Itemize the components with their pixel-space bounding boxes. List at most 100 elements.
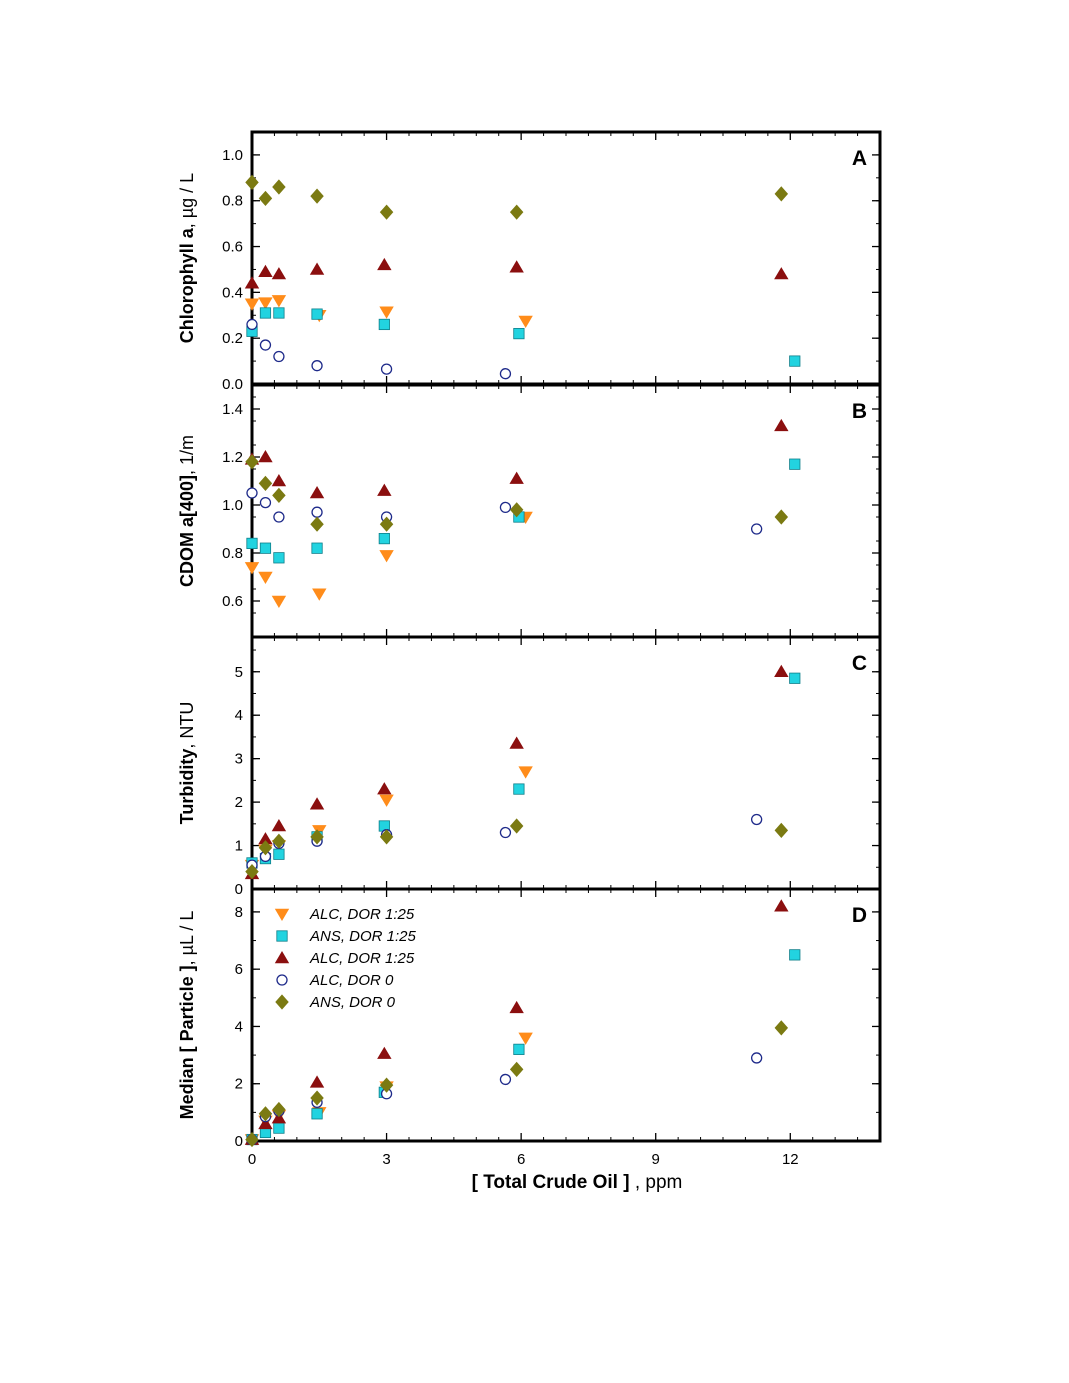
data-point: [258, 475, 273, 492]
data-point: [245, 864, 259, 880]
data-point: [309, 1075, 325, 1088]
y-tick-label: 6: [235, 961, 243, 978]
data-point: [509, 1061, 524, 1078]
series-1: [244, 766, 533, 873]
data-point: [244, 562, 260, 575]
series-3: [244, 418, 789, 499]
data-point: [509, 502, 524, 518]
series-2: [246, 458, 801, 564]
y-tick-label: 1: [235, 838, 243, 855]
y-tick-label: 0.6: [222, 239, 243, 256]
data-point: [245, 454, 259, 470]
data-point: [774, 664, 789, 678]
legend-marker: [274, 951, 290, 964]
data-point: [273, 848, 285, 860]
x-axis-label-main: [ Total Crude Oil ]: [472, 1172, 630, 1193]
legend-label: ALC, DOR 0: [309, 972, 394, 989]
y-axis-label-unit: , NTU: [177, 702, 197, 749]
panel-b: 0.6 0.8 1.0 1.2 1.4 B CDOM a[400], 1/m: [177, 383, 882, 639]
data-point: [273, 350, 285, 363]
y-tick-label: 0.4: [222, 284, 243, 301]
y-axis-label-main: Chlorophyll a: [177, 227, 197, 343]
data-point: [509, 736, 524, 749]
x-tick-label: 9: [652, 1151, 660, 1168]
data-point: [499, 1073, 512, 1086]
data-point: [258, 1116, 273, 1130]
data-point: [774, 186, 789, 202]
data-point: [509, 818, 524, 834]
y-tick-label: 0.8: [222, 545, 243, 562]
y-tick-label: 1.2: [222, 449, 243, 466]
y-tick-label: 8: [235, 904, 243, 921]
y-tick-label: 2: [235, 1076, 243, 1093]
series-3: [244, 899, 789, 1145]
data-point: [774, 1020, 789, 1036]
data-point: [379, 516, 394, 532]
panel-letter: A: [852, 147, 867, 170]
data-point: [258, 264, 273, 278]
data-point: [311, 542, 323, 554]
data-point: [310, 829, 324, 845]
data-point: [271, 267, 287, 280]
data-point: [509, 1000, 524, 1014]
data-point: [259, 339, 272, 351]
data-point: [499, 501, 512, 514]
data-point: [789, 949, 801, 961]
data-point: [271, 295, 287, 308]
y-tick-label: 1.0: [222, 147, 243, 164]
series-5: [245, 1020, 789, 1148]
data-point: [272, 179, 286, 195]
data-point: [271, 1111, 287, 1124]
data-point: [518, 766, 533, 779]
legend-marker: [276, 974, 288, 986]
data-point: [258, 297, 273, 310]
legend-marker: [274, 908, 290, 921]
data-point: [513, 1043, 525, 1055]
data-point: [499, 826, 512, 839]
data-point: [774, 509, 789, 525]
data-point: [271, 819, 287, 832]
x-axis-label-unit: , ppm: [630, 1172, 683, 1193]
data-point: [377, 257, 392, 271]
data-point: [309, 262, 325, 275]
data-point: [309, 797, 325, 810]
panel-frame: [250, 383, 882, 639]
data-point: [271, 474, 287, 487]
data-point: [518, 1032, 533, 1045]
series-5: [245, 174, 789, 220]
y-tick-label: 2: [235, 794, 243, 811]
data-point: [244, 276, 260, 289]
data-point: [379, 550, 394, 563]
legend-label: ANS, DOR 0: [309, 994, 396, 1011]
y-axis-label: Chlorophyll a, µg / L: [177, 173, 197, 343]
y-axis-label-unit: , µg / L: [177, 173, 197, 228]
data-point: [244, 298, 260, 311]
data-point: [774, 822, 789, 838]
data-point: [310, 188, 324, 204]
data-point: [509, 204, 524, 220]
data-point: [513, 783, 525, 795]
data-point: [259, 542, 272, 554]
panel-a: 0.0 0.2 0.4 0.6 0.8 1.0 A Chlorophyll a, µg / L: [177, 130, 882, 393]
data-point: [379, 204, 394, 220]
data-point: [774, 899, 789, 912]
data-point: [273, 307, 285, 319]
y-axis-label-unit: , 1/m: [177, 435, 197, 475]
y-tick-label: 0.8: [222, 193, 243, 210]
data-point: [377, 483, 392, 496]
data-point: [379, 794, 394, 807]
y-axis-label-unit: , µL / L: [177, 911, 197, 966]
y-tick-label: 0.0: [222, 376, 243, 393]
data-point: [789, 458, 801, 470]
data-point: [259, 307, 272, 319]
y-tick-label: 4: [235, 707, 243, 724]
data-point: [311, 506, 323, 518]
data-point: [750, 523, 763, 535]
data-point: [380, 363, 393, 375]
y-tick-label: 4: [235, 1018, 243, 1035]
data-point: [245, 1131, 259, 1148]
data-point: [258, 450, 273, 463]
panel-frame: [250, 130, 882, 386]
y-axis-label-main: Turbidity: [177, 749, 197, 825]
panel-d: 0 2 4 6 8 D Median [ Particle ], µL / L: [177, 887, 882, 1150]
